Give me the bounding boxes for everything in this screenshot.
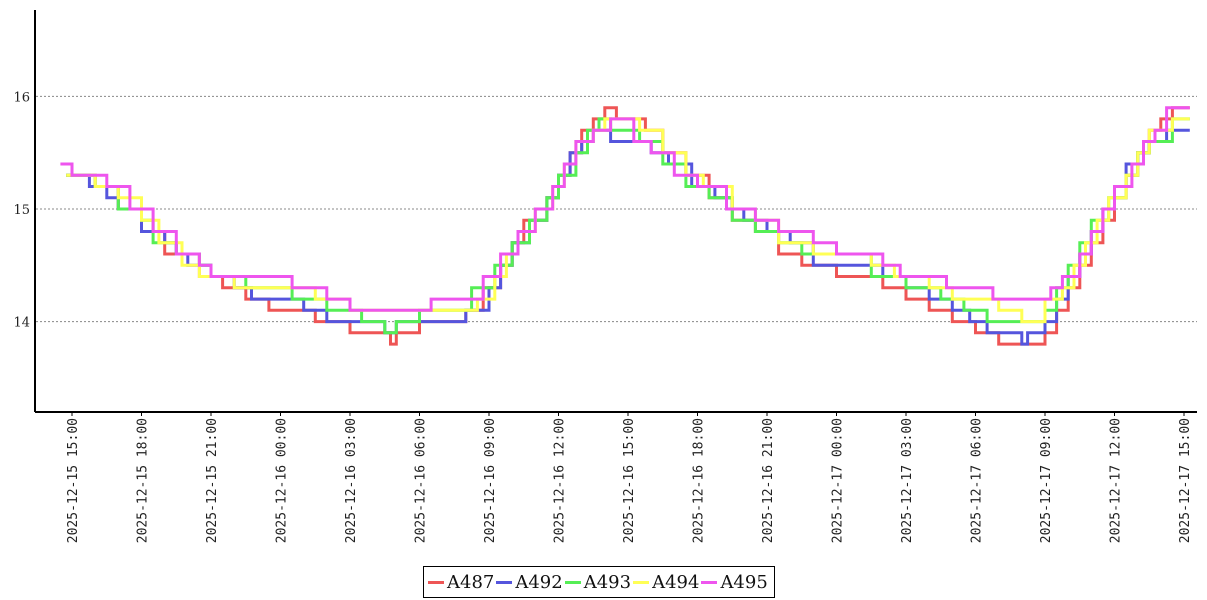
- legend-item-a487: A487: [428, 572, 494, 593]
- y-tick-label: 14: [13, 316, 30, 331]
- legend-label: A494: [652, 571, 700, 593]
- x-tick-label: 2025-12-17 06:00: [970, 418, 985, 543]
- legend-item-a494: A494: [633, 572, 699, 593]
- x-tick-label: 2025-12-16 18:00: [692, 418, 707, 543]
- x-tick-label: 2025-12-17 12:00: [1109, 418, 1124, 543]
- legend-item-a495: A495: [701, 571, 768, 593]
- legend-label: A492: [515, 571, 563, 593]
- x-tick-label: 2025-12-17 09:00: [1039, 418, 1054, 543]
- legend: A487 A492 A493 A494 A495: [423, 566, 775, 598]
- series-line-a493: [66, 117, 1190, 335]
- x-tick-label: 2025-12-15 21:00: [205, 418, 220, 543]
- legend-item-a493: A493: [564, 571, 632, 593]
- grid-lines: [36, 95, 1197, 323]
- x-tick-label: 2025-12-16 00:00: [275, 418, 290, 543]
- series-line-a487: [66, 106, 1190, 346]
- legend-swatch: [428, 580, 444, 584]
- x-tick-label: 2025-12-16 03:00: [344, 418, 359, 543]
- x-tick-label: 2025-12-15 15:00: [66, 418, 81, 543]
- y-tick-label: 16: [13, 90, 30, 105]
- legend-swatch: [564, 580, 581, 584]
- legend-swatch: [496, 580, 513, 584]
- x-tick-label: 2025-12-15 18:00: [136, 418, 151, 543]
- x-tick-label: 2025-12-16 21:00: [761, 418, 776, 543]
- series-lines: [60, 106, 1190, 346]
- y-tick-labels: 14 15 16: [13, 90, 30, 330]
- legend-item-a492: A492: [496, 571, 563, 593]
- x-tick-label: 2025-12-16 06:00: [414, 418, 429, 543]
- legend-label: A487: [447, 571, 495, 593]
- legend-swatch: [633, 580, 650, 584]
- x-tick-label: 2025-12-16 12:00: [553, 418, 568, 543]
- x-tick-label: 2025-12-16 15:00: [622, 418, 637, 543]
- x-tick-label: 2025-12-16 09:00: [483, 418, 498, 543]
- legend-label: A495: [720, 571, 768, 593]
- x-tick-label: 2025-12-17 15:00: [1178, 418, 1193, 543]
- y-tick-label: 15: [13, 203, 30, 218]
- x-tick-labels: 2025-12-15 15:00 2025-12-15 18:00 2025-12-…: [66, 412, 1193, 543]
- legend-swatch: [701, 580, 718, 584]
- x-tick-label: 2025-12-17 00:00: [831, 418, 846, 543]
- legend-label: A493: [583, 571, 632, 593]
- series-line-a494: [66, 117, 1190, 324]
- series-line-a495: [60, 106, 1190, 312]
- x-tick-label: 2025-12-17 03:00: [900, 418, 915, 543]
